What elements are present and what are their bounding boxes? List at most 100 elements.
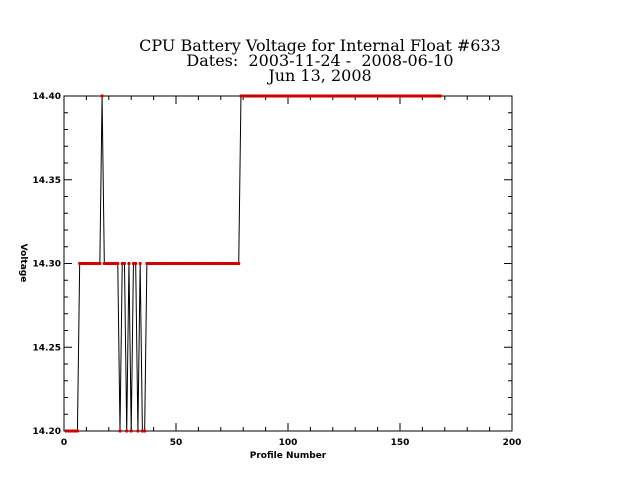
data-point <box>313 94 317 98</box>
data-point <box>423 94 427 98</box>
data-point <box>405 94 409 98</box>
x-tick-label: 50 <box>170 438 183 448</box>
data-point <box>176 261 180 266</box>
data-point <box>122 261 127 266</box>
data-point <box>432 94 436 98</box>
data-point <box>416 94 420 98</box>
data-point <box>228 261 232 266</box>
data-point <box>167 261 171 266</box>
data-point <box>66 429 71 433</box>
data-point <box>187 261 192 266</box>
data-point <box>369 94 373 98</box>
data-point <box>185 261 189 266</box>
data-point <box>340 94 344 98</box>
data-point <box>210 261 214 266</box>
data-point <box>346 94 351 98</box>
data-point <box>158 261 162 266</box>
axis-ticks <box>63 95 513 432</box>
data-point <box>322 94 326 98</box>
data-point <box>214 261 218 266</box>
data-point <box>364 94 368 98</box>
data-point <box>302 94 306 98</box>
data-point <box>367 94 371 98</box>
data-point <box>129 429 133 433</box>
data-point <box>355 94 360 98</box>
chart-title: CPU Battery Voltage for Internal Float #… <box>139 36 501 55</box>
data-point <box>324 94 328 98</box>
data-point <box>89 261 93 266</box>
data-point <box>232 261 236 266</box>
data-point <box>349 94 353 98</box>
data-point <box>389 94 393 98</box>
data-point <box>308 94 312 98</box>
data-point <box>420 94 424 98</box>
data-point <box>73 429 77 433</box>
data-point <box>270 94 274 98</box>
data-point <box>371 94 375 98</box>
data-point <box>333 94 337 98</box>
data-point <box>284 94 288 98</box>
data-point <box>201 261 205 266</box>
data-point <box>393 94 398 98</box>
data-point <box>75 429 80 433</box>
data-point <box>239 94 243 98</box>
data-point <box>376 94 380 98</box>
y-tick-label: 14.20 <box>33 427 61 437</box>
data-point <box>391 94 395 98</box>
data-point <box>127 261 131 266</box>
data-point <box>225 261 230 266</box>
y-tick-label: 14.30 <box>33 260 61 270</box>
data-point <box>268 94 272 98</box>
data-point <box>143 429 147 433</box>
data-point <box>145 261 149 266</box>
data-point <box>154 261 158 266</box>
x-tick-label: 0 <box>61 438 67 448</box>
x-tick-label: 100 <box>279 438 298 448</box>
data-point <box>306 94 310 98</box>
data-point <box>407 94 411 98</box>
data-point <box>398 94 402 98</box>
data-point <box>140 429 144 433</box>
data-point <box>272 94 277 98</box>
data-point <box>299 94 304 98</box>
data-point <box>212 261 216 266</box>
data-point <box>281 94 286 98</box>
data-point <box>149 261 153 266</box>
data-point <box>160 261 165 266</box>
data-point <box>360 94 364 98</box>
data-point <box>82 261 86 266</box>
data-point <box>147 261 151 266</box>
data-point <box>384 94 389 98</box>
data-point <box>80 261 84 266</box>
chart-title-block: CPU Battery Voltage for Internal Float #… <box>0 36 640 85</box>
data-point <box>237 261 241 266</box>
data-point <box>93 261 97 266</box>
data-point <box>87 261 91 266</box>
data-point <box>205 261 209 266</box>
data-point <box>221 261 225 266</box>
y-tick-label: 14.35 <box>33 176 61 186</box>
data-point <box>259 94 263 98</box>
data-point <box>297 94 301 98</box>
data-point <box>109 261 113 266</box>
data-point <box>286 94 290 98</box>
data-point <box>387 94 391 98</box>
data-point <box>131 261 136 266</box>
data-point <box>427 94 431 98</box>
data-point <box>425 94 429 98</box>
data-point <box>223 261 227 266</box>
data-point <box>288 94 292 98</box>
data-point <box>266 94 270 98</box>
data-point <box>373 94 377 98</box>
x-tick-label: 200 <box>503 438 522 448</box>
data-point <box>125 429 129 433</box>
data-point <box>261 94 265 98</box>
data-point <box>250 94 254 98</box>
data-point <box>275 94 279 98</box>
data-point <box>194 261 198 266</box>
chart-date: Jun 13, 2008 <box>268 66 372 85</box>
data-point <box>100 94 104 98</box>
data-point <box>331 94 335 98</box>
data-point <box>98 261 102 266</box>
